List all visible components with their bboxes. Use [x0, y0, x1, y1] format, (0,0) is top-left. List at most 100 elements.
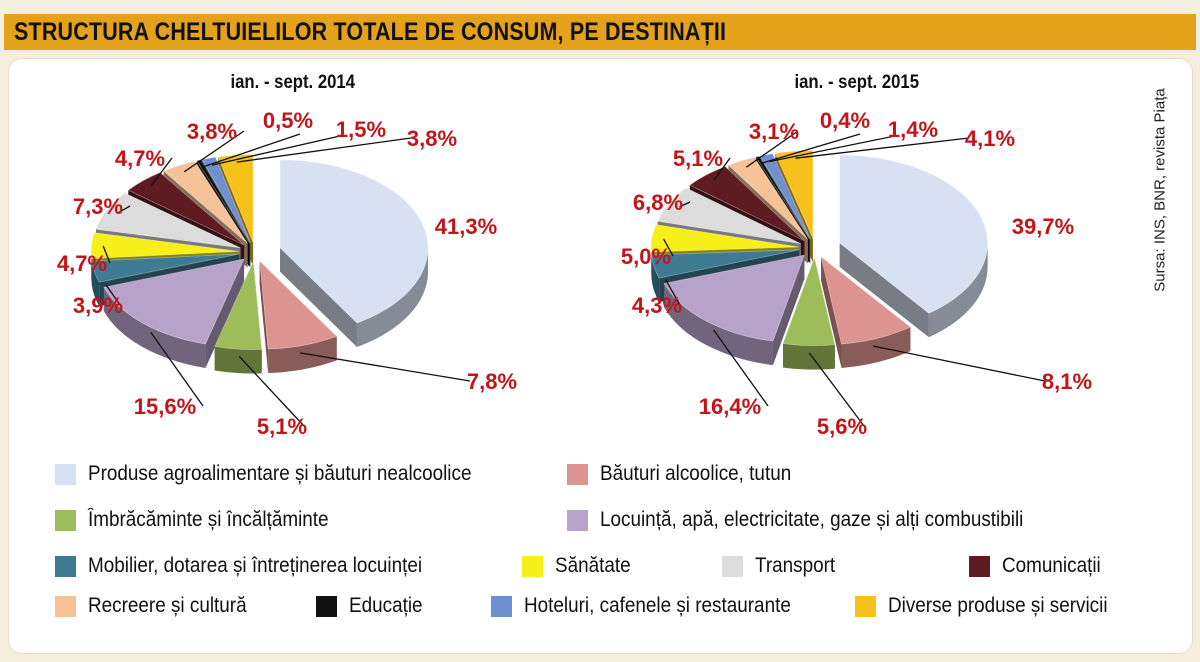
- pie-2015-leader-line: [679, 201, 691, 208]
- pie-2015-leader-line: [873, 345, 1046, 382]
- pie-2015-value-label: 4,3%: [632, 293, 682, 318]
- legend-label: Îmbrăcăminte și încălțăminte: [88, 508, 329, 531]
- title-bar: STRUCTURA CHELTUIELILOR TOTALE DE CONSUM…: [4, 14, 1196, 50]
- legend-label: Sănătate: [555, 554, 631, 577]
- pie-2014-slice-6: [90, 232, 240, 259]
- pie-2015-leader-line: [761, 133, 861, 164]
- pie-2015-slice-6: [650, 224, 800, 253]
- legend-item: Locuință, apă, electricitate, gaze și al…: [567, 506, 1070, 534]
- legend-swatch: [722, 555, 743, 577]
- legend-item: Hoteluri, cafenele și restaurante: [491, 592, 821, 620]
- legend-label: Locuință, apă, electricitate, gaze și al…: [600, 508, 1024, 531]
- pie-2014-leader-line: [105, 284, 121, 306]
- pie-2015-slice-7: [657, 187, 801, 245]
- pie-2014-leader-line: [150, 332, 204, 407]
- pie-2014-value-label: 7,8%: [467, 369, 517, 394]
- pie-2014-slice-3: [214, 260, 263, 350]
- legend-swatch: [55, 509, 76, 531]
- legend-swatch: [567, 463, 588, 485]
- legend-swatch: [567, 509, 588, 531]
- pie-2015-leader-line: [713, 157, 731, 181]
- pie-2015-slice-4: [663, 254, 805, 342]
- pie-2014-value-label: 15,6%: [134, 394, 196, 419]
- pie-2015-value-label: 4,1%: [965, 126, 1015, 151]
- legend-label: Comunicații: [1002, 554, 1101, 577]
- pie-2015-subtitle: ian. - sept. 2015: [794, 72, 920, 93]
- source-note: Sursa: INS, BNR, revista Piața: [1151, 88, 1169, 292]
- pie-2014-value-label: 4,7%: [57, 251, 107, 276]
- pie-2015-slice-side: [839, 243, 988, 338]
- pie-2014-slice-side: [280, 247, 429, 347]
- header: STRUCTURA CHELTUIELILOR TOTALE DE CONSUM…: [0, 0, 1200, 52]
- chart-title: STRUCTURA CHELTUIELILOR TOTALE DE CONSUM…: [14, 18, 727, 46]
- pie-2015-slice-5: [651, 249, 800, 279]
- legend-item: Diverse produse și servicii: [855, 592, 1132, 620]
- pie-2015-value-label: 1,4%: [888, 117, 938, 142]
- pie-2014-value-label: 41,3%: [435, 214, 497, 239]
- pie-2015-leader-line: [665, 279, 681, 306]
- pie-2015-slice-10: [755, 155, 810, 240]
- pie-2015-slice-2: [820, 255, 912, 345]
- pie-2015-slice-8: [688, 166, 805, 242]
- legend-label: Mobilier, dotarea și întreținerea locuin…: [88, 554, 423, 577]
- pie-2014-slice-9: [162, 160, 248, 244]
- pie-2014-slice-8: [127, 172, 245, 246]
- pie-2014-leader-line: [300, 352, 471, 382]
- pie-2015-leader-line: [745, 130, 799, 168]
- pie-2014-slice-2: [259, 260, 338, 350]
- pie-2015-value-label: 5,0%: [621, 244, 671, 269]
- pie-2014-slice-4: [103, 258, 245, 345]
- pie-2014-value-label: 3,8%: [407, 126, 457, 151]
- pie-2014-slice-12: [217, 154, 254, 243]
- legend-label: Diverse produse și servicii: [888, 594, 1108, 617]
- legend-item: Transport: [722, 552, 844, 580]
- legend-label: Educație: [349, 594, 423, 617]
- legend-item: Îmbrăcăminte și încălțăminte: [55, 506, 355, 534]
- pie-2014-value-label: 0,5%: [263, 108, 313, 133]
- pie-2015-leader-line: [713, 329, 769, 407]
- pie-2014: 41,3% 7,8% 5,1% 15,6% 3,9% 4,7% 7,3% 4,7% 3,8% 0,…: [57, 108, 517, 439]
- legend-swatch: [55, 555, 76, 577]
- legend-swatch: [316, 595, 337, 617]
- legend-swatch: [55, 595, 76, 617]
- pie-2014-value-label: 7,3%: [73, 194, 123, 219]
- pie-2015-value-label: 5,1%: [673, 146, 723, 171]
- pie-2014-slice-7: [95, 192, 241, 249]
- pie-2015-value-label: 6,8%: [633, 190, 683, 215]
- legend-swatch: [969, 555, 990, 577]
- pie-2015-leader-line: [663, 238, 674, 257]
- pie-2014-leader-line: [183, 130, 245, 173]
- pie-2014-value-label: 3,9%: [73, 293, 123, 318]
- pie-2014-slice-1: [279, 159, 429, 324]
- legend-swatch: [491, 595, 512, 617]
- pie-2014-leader-line: [211, 135, 341, 166]
- pie-2014-leader-line: [150, 157, 173, 187]
- pie-2015-value-label: 16,4%: [699, 394, 761, 419]
- legend-item: Educație: [316, 592, 431, 620]
- legend-label: Produse agroalimentare și băuturi nealco…: [88, 462, 472, 485]
- pie-2014-leader-line: [238, 356, 305, 427]
- pie-2014-leader-line: [117, 205, 131, 214]
- pie-2014-value-label: 5,1%: [257, 414, 307, 439]
- pie-2015-slice-1: [839, 154, 989, 314]
- pie-2014-subtitle: ian. - sept. 2014: [230, 72, 356, 93]
- legend-label: Hoteluri, cafenele și restaurante: [524, 594, 791, 617]
- legend-label: Transport: [755, 554, 836, 577]
- pie-2014-value-label: 3,8%: [187, 119, 237, 144]
- legend-swatch: [522, 555, 543, 577]
- legend-item: Comunicații: [969, 552, 1112, 580]
- pie-2014-leader-line: [102, 245, 111, 264]
- pie-2015-leader-line: [808, 352, 865, 427]
- pie-2015-value-label: 0,4%: [820, 108, 870, 133]
- pie-2015-slice-11: [759, 153, 811, 240]
- legend-item: Sănătate: [522, 552, 639, 580]
- pie-2014-leader-line: [202, 133, 301, 168]
- legend-label: Băuturi alcoolice, tutun: [600, 462, 792, 485]
- pie-2015-slice-3: [782, 256, 836, 346]
- pie-2015-slice-12: [774, 150, 814, 239]
- pie-2014-value-label: 4,7%: [115, 146, 165, 171]
- pie-2014-value-label: 1,5%: [336, 117, 386, 142]
- pie-2014-leader-line: [236, 137, 412, 163]
- pie-2015-value-label: 5,6%: [817, 414, 867, 439]
